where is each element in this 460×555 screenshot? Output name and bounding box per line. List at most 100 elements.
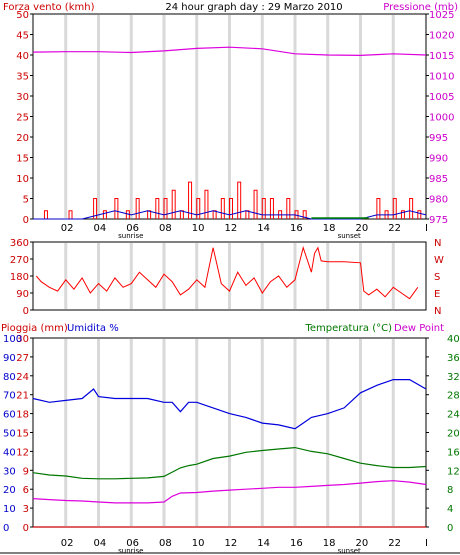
- gust-bar: [93, 198, 98, 219]
- sunrise-label: sunrise: [118, 547, 143, 555]
- series-layer: [32, 46, 427, 528]
- gust-bar: [302, 210, 307, 219]
- direction-tick-label: 0: [23, 306, 29, 317]
- wind-tick-label: 45: [16, 31, 29, 42]
- rain-tick-label: 18: [16, 410, 29, 421]
- rain-tick-label: 12: [16, 447, 29, 458]
- temperature-line: [32, 446, 427, 480]
- gust-bar: [102, 210, 107, 219]
- hour-label: 08: [159, 223, 172, 234]
- hour-label: 14: [257, 223, 270, 234]
- gust-bar: [409, 198, 414, 219]
- gust-bar: [392, 198, 397, 219]
- temperature-tick-label: 28: [447, 391, 460, 402]
- gust-bar: [237, 181, 242, 219]
- hour-label: 04: [94, 223, 107, 234]
- rain-tick-label: 0: [23, 523, 29, 534]
- hour-label: 12: [225, 538, 238, 549]
- compass-tick-label: W: [434, 255, 444, 266]
- hour-label: 02: [61, 223, 74, 234]
- hour-label: 14: [257, 538, 270, 549]
- humidity-tick-label: 30: [3, 466, 16, 477]
- gust-bar: [196, 198, 201, 219]
- hour-label: 18: [323, 223, 336, 234]
- temperature-tick-label: 36: [447, 353, 460, 364]
- pressure-tick-label: 995: [429, 133, 448, 144]
- hour-label: 12: [225, 223, 238, 234]
- rain-tick-label: 9: [23, 466, 29, 477]
- gust-bar: [400, 210, 405, 219]
- rain-tick-label: 3: [23, 504, 29, 515]
- humidity-tick-label: 0: [3, 523, 9, 534]
- gust-bar: [269, 198, 274, 219]
- avg-wind-line: [33, 210, 427, 220]
- dewpoint-line: [32, 480, 427, 504]
- gust-bar: [253, 189, 258, 219]
- temperature-tick-label: 24: [447, 410, 460, 421]
- tick-layer: 0510152025303540455097598098599099510001…: [3, 10, 460, 555]
- rain-tick-label: 27: [16, 353, 29, 364]
- pressure-tick-label: 975: [429, 215, 448, 226]
- wind-tick-label: 20: [16, 133, 29, 144]
- humidity-tick-label: 100: [3, 334, 22, 345]
- gust-bar: [261, 198, 266, 219]
- hour-label: I: [425, 538, 428, 549]
- pressure-tick-label: 1010: [429, 72, 454, 83]
- pressure-tick-label: 1000: [429, 113, 454, 124]
- gust-bar: [376, 198, 381, 219]
- wind-tick-label: 50: [16, 10, 29, 21]
- compass-tick-label: S: [434, 272, 440, 283]
- humidity-tick-label: 60: [3, 410, 16, 421]
- gust-bar: [135, 198, 140, 219]
- dewpoint-axis-title: Dew Point: [394, 323, 444, 334]
- gust-bar: [68, 210, 73, 219]
- compass-tick-label: E: [434, 289, 440, 300]
- gust-bar: [163, 198, 168, 219]
- direction-line: [35, 245, 419, 300]
- hour-label: 06: [126, 538, 139, 549]
- gust-bar: [417, 210, 422, 219]
- hour-label: 20: [356, 223, 369, 234]
- wind-tick-label: 10: [16, 174, 29, 185]
- direction-tick-label: 180: [10, 272, 29, 283]
- wind-tick-label: 30: [16, 92, 29, 103]
- compass-tick-label: N: [434, 238, 441, 249]
- humidity-tick-label: 50: [3, 429, 16, 440]
- gust-bar: [155, 198, 160, 219]
- pressure-line: [32, 46, 427, 57]
- temperature-tick-label: 40: [447, 334, 460, 345]
- gust-bar: [204, 189, 209, 219]
- pressure-tick-label: 1020: [429, 31, 454, 42]
- gust-bar: [171, 189, 176, 219]
- hour-label: 16: [290, 538, 303, 549]
- wind-tick-label: 5: [23, 195, 29, 206]
- wind-axis-title: Forza vento (kmh): [3, 2, 95, 13]
- hour-label: 16: [290, 223, 303, 234]
- hour-label: I: [425, 223, 428, 234]
- hour-label: 02: [61, 538, 74, 549]
- pressure-tick-label: 990: [429, 154, 448, 165]
- humidity-tick-label: 70: [3, 391, 16, 402]
- pressure-axis-title: Pressione (mb): [383, 2, 458, 13]
- temperature-tick-label: 20: [447, 429, 460, 440]
- wind-tick-label: 25: [16, 113, 29, 124]
- grid-layer: [64, 15, 395, 526]
- humidity-tick-label: 80: [3, 372, 16, 383]
- rain-tick-label: 15: [16, 429, 29, 440]
- compass-tick-label: N: [434, 306, 441, 317]
- rain-tick-label: 30: [16, 334, 29, 345]
- pressure-tick-label: 985: [429, 174, 448, 185]
- humidity-tick-label: 40: [3, 447, 16, 458]
- rain-tick-label: 24: [16, 372, 29, 383]
- humidity-tick-label: 10: [3, 504, 16, 515]
- sunset-label: sunset: [338, 547, 361, 555]
- rain-axis-title: Pioggia (mm): [1, 323, 68, 334]
- gust-bar: [229, 198, 233, 219]
- chart-title: 24 hour graph day : 29 Marzo 2010: [165, 2, 342, 13]
- temperature-tick-label: 16: [447, 447, 460, 458]
- sunrise-label: sunrise: [118, 232, 143, 240]
- gust-bar: [43, 210, 48, 219]
- hour-label: 22: [388, 538, 401, 549]
- humidity-tick-label: 90: [3, 353, 16, 364]
